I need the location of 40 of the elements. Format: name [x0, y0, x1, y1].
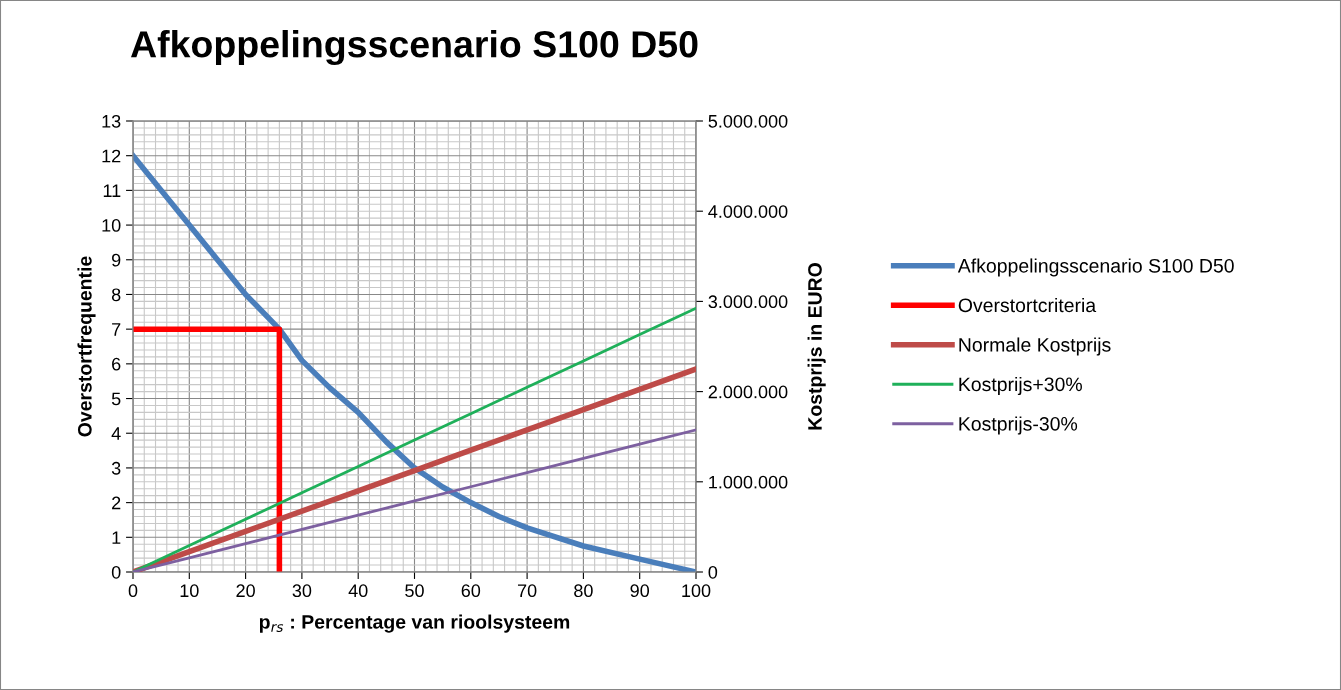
y-tick-label: 2 [112, 496, 121, 510]
y-tick-label: 6 [112, 357, 121, 371]
y-tick-label: 12 [102, 149, 121, 163]
x-tick-label: 0 [128, 584, 138, 598]
x-tick-label: 90 [630, 584, 650, 598]
legend-label: Kostprijs-30% [959, 416, 1078, 435]
x-tick-label: 50 [405, 584, 424, 598]
legend-label: Kostprijs+30% [959, 376, 1082, 396]
x-tick-label: 20 [236, 584, 255, 598]
legend-label: Normale Kostprijs [959, 337, 1111, 356]
y-tick-label: 13 [102, 114, 121, 128]
legend-label: Overstortcriteria [958, 297, 1097, 313]
y-tick-label: 11 [103, 184, 121, 197]
legend-label: Afkoppelingsscenario S100 D50 [957, 258, 1234, 277]
y2-tick-label: 5.000.000 [708, 114, 788, 128]
x-tick-label: 10 [180, 584, 199, 598]
y2-tick-label: 2.000.000 [708, 385, 788, 399]
y-tick-label: 1 [112, 531, 121, 544]
y-tick-label: 8 [111, 288, 121, 302]
y-tick-label: 0 [111, 565, 121, 579]
y2-axis-title: Kostprijs in EURO [807, 263, 826, 430]
x-tick-label: 40 [348, 584, 368, 598]
x-tick-label: 60 [461, 584, 481, 598]
x-tick-label: 80 [574, 584, 593, 598]
y-tick-label: 4 [111, 427, 121, 440]
x-axis-title: p$_{rs}$ : Percentage van rioolsysteem [259, 614, 570, 633]
y-axis-title: Overstortfrequentie [77, 256, 96, 437]
x-tick-label: 70 [517, 584, 537, 598]
x-tick-label: 30 [292, 584, 312, 598]
y2-tick-label: 0 [708, 565, 718, 579]
y-tick-label: 7 [112, 323, 121, 336]
y-tick-label: 10 [102, 219, 121, 232]
x-tick-label: 100 [682, 584, 711, 598]
y-tick-label: 5 [111, 392, 121, 406]
y2-tick-label: 3.000.000 [708, 295, 788, 309]
chart-title: Afkoppelingsscenario S100 D50 [130, 30, 698, 66]
y-tick-label: 9 [112, 253, 121, 267]
y2-tick-label: 4.000.000 [708, 205, 788, 218]
y2-tick-label: 1.000.000 [709, 475, 788, 489]
y-tick-label: 3 [111, 461, 121, 475]
